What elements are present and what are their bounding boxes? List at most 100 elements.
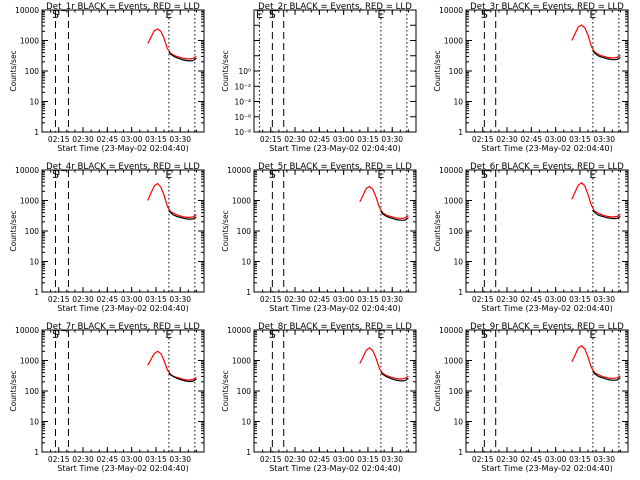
x-tick-label: 03:15: [569, 135, 591, 144]
y-axis-label: Counts/sec: [9, 50, 18, 91]
y-tick-label: 10: [241, 418, 251, 427]
x-tick-label: 02:45: [521, 455, 543, 464]
panel-title: Det_8r BLACK = Events, RED = LLD: [258, 322, 412, 332]
panel-title: Det_7r BLACK = Events, RED = LLD: [46, 322, 200, 332]
x-tick-label: 02:30: [72, 295, 94, 304]
x-axis-label: Start Time (23-May-02 02:04:40): [481, 144, 612, 153]
y-tick-label: 1: [246, 448, 251, 457]
y-tick-label: 100: [449, 67, 464, 76]
x-tick-label: 03:30: [169, 455, 191, 464]
y-tick-label: 10: [29, 258, 39, 267]
x-tick-label: 02:15: [472, 135, 494, 144]
y-tick-label: 1: [458, 448, 463, 457]
x-tick-label: 03:30: [169, 135, 191, 144]
x-tick-label: 02:30: [72, 135, 94, 144]
events-series-line: [168, 51, 197, 62]
y-tick-label: 1: [458, 128, 463, 137]
y-tick-label: 1000: [232, 357, 251, 366]
marker-label: S: [52, 8, 59, 21]
marker-label: S: [269, 168, 276, 181]
x-axis-label: Start Time (23-May-02 02:04:40): [57, 304, 188, 313]
marker-label: S: [52, 328, 59, 341]
y-tick-label: 100: [449, 387, 464, 396]
panel-title: Det_6r BLACK = Events, RED = LLD: [470, 162, 624, 172]
detector-panel-4: Det_4r BLACK = Events, RED = LLD 1 10 100 10…: [9, 162, 205, 313]
y-tick-label: 1: [246, 288, 251, 297]
plot-frame: [465, 9, 629, 133]
lld-series-line: [571, 345, 621, 379]
y-tick-label: 10⁰: [238, 67, 251, 76]
y-axis-label: Counts/sec: [9, 210, 18, 251]
plot-frame: [41, 329, 205, 453]
y-tick-label: 100: [25, 227, 40, 236]
plot-frame: [253, 9, 417, 133]
y-axis-label: Counts/sec: [433, 210, 442, 251]
panel-title: Det_2r BLACK = Events, RED = LLD: [258, 2, 412, 12]
detector-panel-9: Det_9r BLACK = Events, RED = LLD 1 10 100 10…: [433, 322, 629, 473]
x-tick-label: 03:15: [145, 295, 167, 304]
y-tick-label: 1: [34, 448, 39, 457]
x-tick-label: 03:30: [381, 135, 403, 144]
plot-frame: [465, 329, 629, 453]
x-tick-label: 03:00: [545, 135, 567, 144]
y-tick-label: 100: [25, 387, 40, 396]
y-tick-label: 10: [29, 418, 39, 427]
y-tick-label: 1000: [232, 197, 251, 206]
x-tick-label: 03:30: [381, 295, 403, 304]
detector-panel-7: Det_7r BLACK = Events, RED = LLD 1 10 100 10…: [9, 322, 205, 473]
y-tick-label: 10: [453, 258, 463, 267]
detector-panel-2: Det_2r BLACK = Events, RED = LLD 10⁻⁸ 10⁻⁶…: [221, 2, 417, 153]
x-axis-label: Start Time (23-May-02 02:04:40): [481, 304, 612, 313]
x-tick-label: 03:00: [121, 455, 143, 464]
x-tick-label: 03:00: [333, 455, 355, 464]
marker-label: S: [481, 168, 488, 181]
y-tick-label: 10: [453, 98, 463, 107]
x-axis-label: Start Time (23-May-02 02:04:40): [269, 464, 400, 473]
y-tick-label: 1: [34, 288, 39, 297]
y-tick-label: 100: [25, 67, 40, 76]
events-series-line: [592, 50, 621, 61]
y-tick-label: 1000: [444, 37, 463, 46]
detector-panel-1: Det_1r BLACK = Events, RED = LLD 1 10 100 10…: [9, 2, 205, 153]
y-tick-label: 10000: [15, 326, 39, 335]
x-tick-label: 02:15: [260, 135, 282, 144]
panel-title: Det_1r BLACK = Events, RED = LLD: [46, 2, 200, 12]
y-tick-label: 1: [458, 288, 463, 297]
x-tick-label: 02:30: [496, 135, 518, 144]
y-axis-label: Counts/sec: [221, 50, 230, 91]
marker-label: E: [377, 328, 384, 341]
y-tick-label: 100: [237, 387, 252, 396]
x-tick-label: 03:00: [121, 295, 143, 304]
marker-label: E: [589, 8, 596, 21]
x-tick-label: 03:15: [357, 135, 379, 144]
x-tick-label: 02:45: [521, 295, 543, 304]
marker-label: E: [377, 168, 384, 181]
y-tick-label: 1000: [444, 357, 463, 366]
marker-label: S: [52, 168, 59, 181]
marker-label: E: [256, 8, 263, 21]
marker-label: S: [481, 328, 488, 341]
plot-frame: [41, 9, 205, 133]
marker-label: E: [589, 168, 596, 181]
x-tick-label: 03:30: [169, 295, 191, 304]
y-tick-label: 10000: [15, 6, 39, 15]
x-tick-label: 03:30: [593, 295, 615, 304]
x-tick-label: 03:00: [333, 135, 355, 144]
y-tick-label: 1000: [20, 37, 39, 46]
events-series-line: [168, 372, 197, 383]
x-tick-label: 03:30: [381, 455, 403, 464]
x-tick-label: 02:45: [521, 135, 543, 144]
x-tick-label: 03:00: [545, 295, 567, 304]
marker-label: S: [481, 8, 488, 21]
x-tick-label: 03:00: [545, 455, 567, 464]
x-axis-label: Start Time (23-May-02 02:04:40): [269, 304, 400, 313]
detector-panel-8: Det_8r BLACK = Events, RED = LLD 1 10 100 10…: [221, 322, 417, 473]
y-tick-label: 10⁻²: [234, 82, 251, 91]
marker-label: S: [269, 328, 276, 341]
y-tick-label: 10⁻⁸: [234, 128, 251, 137]
x-tick-label: 02:15: [48, 135, 70, 144]
marker-label: E: [165, 328, 172, 341]
lld-series-line: [359, 347, 409, 380]
detector-panel-6: Det_6r BLACK = Events, RED = LLD 1 10 100 10…: [433, 162, 629, 313]
